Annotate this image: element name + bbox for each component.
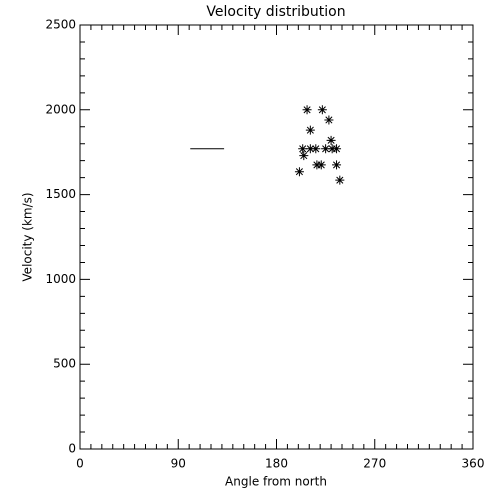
asterisk-point [298, 144, 308, 154]
y-tick-label: 0 [68, 442, 76, 456]
asterisk-point [294, 167, 304, 177]
plot-frame [79, 24, 474, 450]
asterisk-point [332, 144, 342, 154]
asterisk-point [299, 151, 309, 161]
asterisk-point [335, 175, 345, 185]
asterisk-point [311, 144, 321, 154]
x-tick-label: 0 [76, 457, 84, 471]
y-tick-label: 2000 [45, 102, 76, 116]
chart-title: Velocity distribution [206, 4, 345, 20]
y-tick-label: 1000 [45, 272, 76, 286]
asterisk-point [316, 160, 326, 170]
asterisk-point [321, 144, 331, 154]
y-tick-label: 500 [53, 357, 76, 371]
asterisk-point [305, 144, 315, 154]
asterisk-point [332, 160, 342, 170]
asterisk-point [305, 125, 315, 135]
asterisk-point [302, 105, 312, 115]
y-tick-label: 2500 [45, 18, 76, 32]
y-tick-label: 1500 [45, 187, 76, 201]
x-tick-label: 180 [265, 457, 288, 471]
y-axis-label: Velocity (km/s) [21, 192, 35, 281]
x-tick-label: 270 [363, 457, 386, 471]
x-tick-label: 90 [171, 457, 186, 471]
x-axis-label: Angle from north [225, 475, 327, 489]
asterisk-point [317, 105, 327, 115]
asterisk-point [326, 135, 336, 145]
asterisk-point [324, 115, 334, 125]
x-tick-label: 360 [462, 457, 485, 471]
